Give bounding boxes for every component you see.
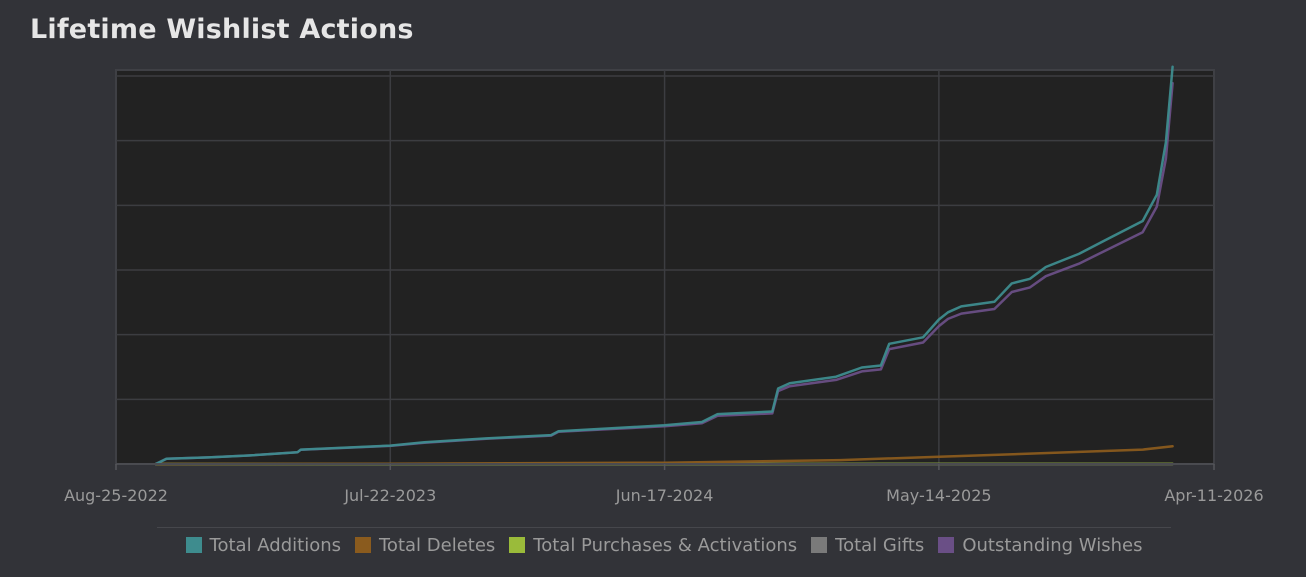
legend-item[interactable]: Outstanding Wishes: [938, 535, 1142, 556]
legend-item[interactable]: Total Deletes: [355, 535, 495, 556]
legend-swatch: [355, 537, 371, 553]
x-axis-ticks: Aug-25-2022 Jul-22-2023 Jun-17-2024 May-14-…: [64, 464, 1264, 505]
x-tick-label: Aug-25-2022: [64, 486, 168, 505]
legend-swatch: [509, 537, 526, 553]
legend-label: Outstanding Wishes: [962, 534, 1143, 556]
wishlist-line-chart: Aug-25-2022 Jul-22-2023 Jun-17-2024 May-14-…: [64, 65, 1264, 505]
legend-swatch: [938, 537, 955, 553]
chart-legend: Total Additions Total Deletes Total Purcha…: [157, 527, 1171, 562]
legend-item[interactable]: Total Additions: [185, 534, 341, 556]
legend-swatch: [185, 537, 202, 553]
legend-label: Total Additions: [209, 534, 341, 556]
x-tick-label: Jul-22-2023: [343, 486, 436, 505]
legend-label: Total Purchases & Activations: [533, 534, 798, 556]
x-tick-label: Apr-11-2026: [1164, 486, 1263, 505]
x-tick-label: May-14-2025: [886, 486, 991, 505]
vertical-gridlines: [389, 70, 940, 464]
legend-item[interactable]: Total Purchases & Activations: [509, 535, 797, 556]
x-tick-label: Jun-17-2024: [615, 486, 714, 505]
legend-label: Total Gifts: [835, 534, 925, 556]
chart-title: Lifetime Wishlist Actions: [30, 14, 414, 45]
series-line-total-additions: [154, 65, 1174, 466]
legend-swatch: [811, 537, 828, 553]
legend-item[interactable]: Total Gifts: [811, 535, 924, 556]
legend-label: Total Deletes: [379, 534, 496, 556]
